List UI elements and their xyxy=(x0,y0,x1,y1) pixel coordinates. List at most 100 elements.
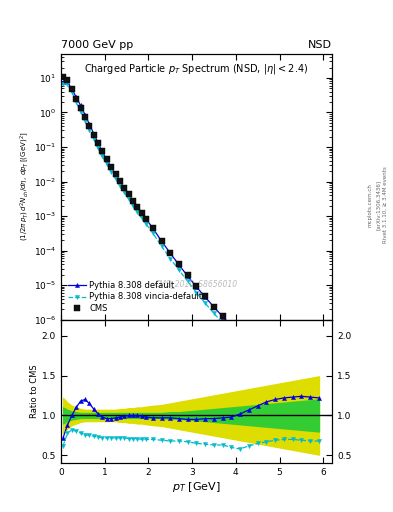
X-axis label: $p_T$ [GeV]: $p_T$ [GeV] xyxy=(172,480,221,494)
CMS xyxy=(203,293,208,300)
Pythia 8.308 default xyxy=(212,304,217,310)
Pythia 8.308 vincia-default xyxy=(87,127,92,134)
CMS xyxy=(264,358,269,365)
Pythia 8.308 default xyxy=(308,396,312,402)
Pythia 8.308 vincia-default xyxy=(317,413,321,419)
CMS xyxy=(61,74,66,80)
Pythia 8.308 vincia-default xyxy=(159,243,164,249)
Pythia 8.308 default xyxy=(83,112,87,118)
Pythia 8.308 vincia-default xyxy=(135,209,140,215)
CMS xyxy=(96,140,101,146)
Pythia 8.308 default xyxy=(78,102,83,109)
Text: [arXiv:1306.3436]: [arXiv:1306.3436] xyxy=(375,180,380,230)
CMS xyxy=(126,191,131,197)
Pythia 8.308 vincia-default xyxy=(113,176,118,182)
Pythia 8.308 default xyxy=(264,356,269,362)
Pythia 8.308 default xyxy=(185,273,190,280)
Pythia 8.308 default xyxy=(113,171,118,177)
CMS xyxy=(105,156,109,162)
Line: Pythia 8.308 default: Pythia 8.308 default xyxy=(61,80,321,409)
Text: NSD: NSD xyxy=(308,40,332,50)
Pythia 8.308 default xyxy=(91,131,96,137)
Text: Rivet 3.1.10, ≥ 3.4M events: Rivet 3.1.10, ≥ 3.4M events xyxy=(383,166,388,243)
Pythia 8.308 default xyxy=(273,364,277,370)
Text: mcplots.cern.ch: mcplots.cern.ch xyxy=(367,183,373,227)
Pythia 8.308 default xyxy=(238,331,242,337)
Pythia 8.308 vincia-default xyxy=(140,215,144,221)
Pythia 8.308 vincia-default xyxy=(83,118,87,124)
Pythia 8.308 default xyxy=(151,225,155,231)
CMS xyxy=(185,272,190,279)
Pythia 8.308 default xyxy=(70,86,74,92)
CMS xyxy=(100,148,105,155)
Pythia 8.308 vincia-default xyxy=(61,81,66,88)
Pythia 8.308 default xyxy=(118,178,122,184)
Pythia 8.308 default xyxy=(282,372,286,378)
CMS xyxy=(135,204,140,210)
Text: CMS_2010_S8656010: CMS_2010_S8656010 xyxy=(155,279,238,288)
CMS xyxy=(212,304,217,310)
Pythia 8.308 vincia-default xyxy=(290,389,295,395)
Pythia 8.308 vincia-default xyxy=(91,136,96,142)
CMS xyxy=(229,323,234,329)
Pythia 8.308 vincia-default xyxy=(109,168,114,175)
CMS xyxy=(168,250,173,256)
Pythia 8.308 vincia-default xyxy=(176,267,181,273)
CMS xyxy=(308,399,312,406)
Pythia 8.308 default xyxy=(87,121,92,127)
CMS xyxy=(65,77,70,83)
CMS xyxy=(113,170,118,177)
CMS xyxy=(91,132,96,138)
CMS xyxy=(159,238,164,244)
Pythia 8.308 default xyxy=(100,148,105,155)
Pythia 8.308 default xyxy=(299,388,304,394)
Pythia 8.308 vincia-default xyxy=(100,153,105,159)
Pythia 8.308 default xyxy=(96,140,101,146)
Pythia 8.308 default xyxy=(317,404,321,410)
Pythia 8.308 vincia-default xyxy=(151,230,155,236)
Pythia 8.308 default xyxy=(229,323,234,329)
Pythia 8.308 vincia-default xyxy=(282,380,286,387)
Pythia 8.308 default xyxy=(290,380,295,386)
Pythia 8.308 default xyxy=(126,191,131,197)
Pythia 8.308 vincia-default xyxy=(168,255,173,262)
Pythia 8.308 vincia-default xyxy=(247,348,252,354)
CMS xyxy=(299,391,304,397)
Line: Pythia 8.308 vincia-default: Pythia 8.308 vincia-default xyxy=(61,82,321,418)
Y-axis label: $(1/2\pi\,p_T)\,d^2N_{ch}/d\eta,\,dp_T\,[(\rm{GeV})^2]$: $(1/2\pi\,p_T)\,d^2N_{ch}/d\eta,\,dp_T\,… xyxy=(18,132,31,242)
CMS xyxy=(109,163,114,169)
Pythia 8.308 vincia-default xyxy=(105,161,109,167)
Pythia 8.308 vincia-default xyxy=(308,405,312,411)
Pythia 8.308 vincia-default xyxy=(299,397,304,403)
Pythia 8.308 default xyxy=(109,164,114,170)
CMS xyxy=(83,114,87,120)
Text: Charged Particle $p_T$ Spectrum (NSD, $|\eta| < 2.4$): Charged Particle $p_T$ Spectrum (NSD, $|… xyxy=(84,62,309,76)
Pythia 8.308 vincia-default xyxy=(264,364,269,370)
CMS xyxy=(194,283,199,289)
Pythia 8.308 default xyxy=(159,238,164,244)
CMS xyxy=(70,86,74,92)
CMS xyxy=(282,375,286,381)
CMS xyxy=(176,261,181,267)
Pythia 8.308 default xyxy=(144,216,149,222)
Pythia 8.308 vincia-default xyxy=(185,279,190,285)
Pythia 8.308 vincia-default xyxy=(74,99,79,105)
Pythia 8.308 vincia-default xyxy=(118,183,122,189)
Line: CMS: CMS xyxy=(61,75,321,413)
CMS xyxy=(317,407,321,413)
Y-axis label: Ratio to CMS: Ratio to CMS xyxy=(30,365,39,418)
Pythia 8.308 vincia-default xyxy=(96,145,101,151)
Text: 7000 GeV pp: 7000 GeV pp xyxy=(61,40,133,50)
Pythia 8.308 vincia-default xyxy=(144,221,149,227)
Pythia 8.308 vincia-default xyxy=(255,356,260,362)
Pythia 8.308 vincia-default xyxy=(131,203,136,209)
Pythia 8.308 default xyxy=(203,294,208,300)
CMS xyxy=(87,123,92,129)
Pythia 8.308 vincia-default xyxy=(122,189,127,196)
Pythia 8.308 vincia-default xyxy=(220,320,225,326)
CMS xyxy=(290,383,295,389)
Pythia 8.308 default xyxy=(135,204,140,210)
CMS xyxy=(118,178,122,184)
Pythia 8.308 default xyxy=(140,210,144,216)
CMS xyxy=(144,216,149,222)
